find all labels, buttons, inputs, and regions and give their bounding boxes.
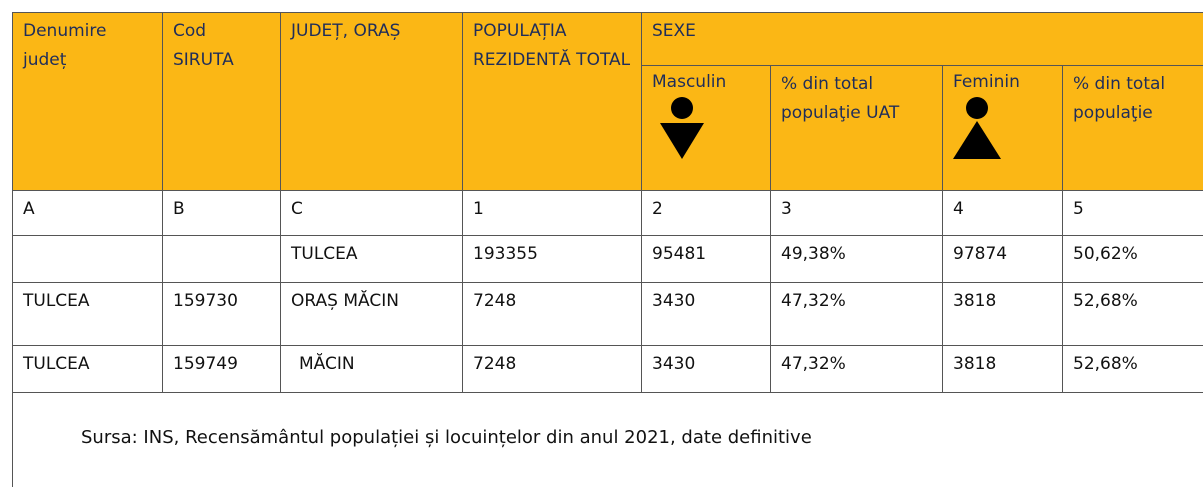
- subheader-cell: % din total populaţie UAT: [771, 66, 943, 191]
- header-cell: SEXE: [642, 13, 1203, 66]
- data-cell: 52,68%: [1063, 283, 1203, 346]
- source-note: Sursa: INS, Recensământul populației și …: [13, 393, 1203, 487]
- data-cell: 52,68%: [1063, 346, 1203, 393]
- data-cell: 3818: [943, 283, 1063, 346]
- header-cell: POPULAȚIA REZIDENTĂ TOTAL: [463, 13, 642, 191]
- data-cell: 3: [771, 191, 943, 236]
- data-cell: 2: [642, 191, 771, 236]
- data-cell: 50,62%: [1063, 236, 1203, 283]
- data-cell: [13, 236, 163, 283]
- data-cell: 5: [1063, 191, 1203, 236]
- data-cell: 47,32%: [771, 346, 943, 393]
- data-cell: 3430: [642, 283, 771, 346]
- data-cell: 97874: [943, 236, 1063, 283]
- female-icon: [953, 97, 1013, 159]
- data-cell: 193355: [463, 236, 642, 283]
- data-cell: 7248: [463, 283, 642, 346]
- data-cell: 159749: [163, 346, 281, 393]
- header-cell: Denumire județ: [13, 13, 163, 191]
- data-cell: TULCEA: [281, 236, 463, 283]
- subheader-cell: Masculin: [642, 66, 771, 191]
- data-cell: TULCEA: [13, 283, 163, 346]
- data-cell: 3430: [642, 346, 771, 393]
- data-cell: TULCEA: [13, 346, 163, 393]
- data-cell: A: [13, 191, 163, 236]
- subheader-cell: Feminin: [943, 66, 1063, 191]
- subheader-cell: % din total populaţie: [1063, 66, 1203, 191]
- header-row: Denumire județ Cod SIRUTA JUDEȚ, ORAȘ PO…: [13, 13, 1203, 66]
- data-cell: ORAȘ MĂCIN: [281, 283, 463, 346]
- data-cell: 4: [943, 191, 1063, 236]
- data-cell: 1: [463, 191, 642, 236]
- data-cell: 95481: [642, 236, 771, 283]
- data-cell: 49,38%: [771, 236, 943, 283]
- subheader-text: Feminin: [953, 68, 1052, 97]
- subheader-text: Masculin: [652, 68, 760, 97]
- data-cell: 47,32%: [771, 283, 943, 346]
- header-cell: Cod SIRUTA: [163, 13, 281, 191]
- data-cell: MĂCIN: [281, 346, 463, 393]
- data-cell: B: [163, 191, 281, 236]
- data-cell: 159730: [163, 283, 281, 346]
- source-row: Sursa: INS, Recensământul populației și …: [13, 393, 1203, 487]
- data-cell: C: [281, 191, 463, 236]
- data-cell: [163, 236, 281, 283]
- population-table: Denumire județ Cod SIRUTA JUDEȚ, ORAȘ PO…: [12, 12, 1203, 487]
- header-cell: JUDEȚ, ORAȘ: [281, 13, 463, 191]
- data-cell: 3818: [943, 346, 1063, 393]
- data-cell: 7248: [463, 346, 642, 393]
- male-icon: [652, 97, 712, 159]
